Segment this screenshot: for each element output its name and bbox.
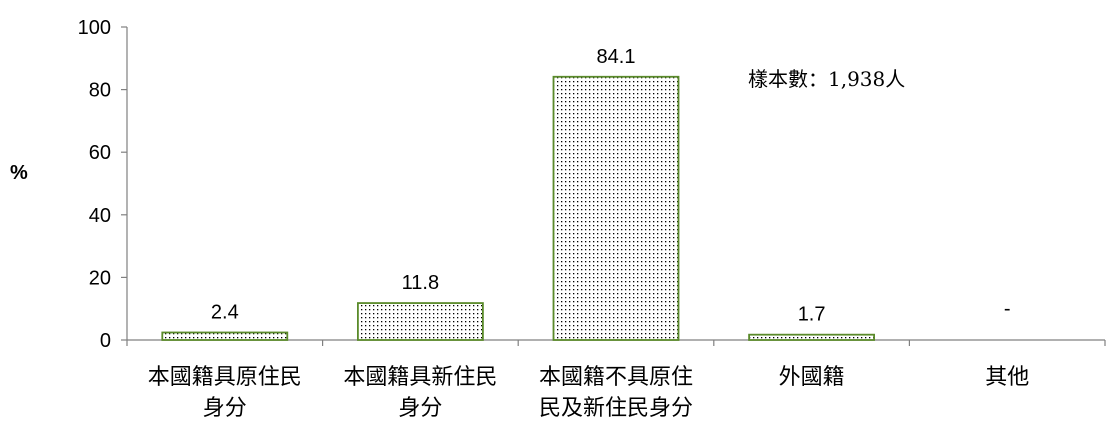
data-label: 11.8 (402, 272, 439, 294)
bar (552, 75, 680, 341)
y-tick-label: 100 (78, 17, 111, 39)
bar (161, 331, 289, 341)
category-label: 其他 (985, 365, 1029, 390)
category-label: 本國籍不具原住 (539, 365, 693, 390)
y-tick-label: 40 (89, 205, 111, 227)
data-label: 84.1 (597, 46, 636, 68)
axes: 0 20 40 60 80 100 (78, 17, 1106, 352)
category-label: 身分 (398, 396, 442, 421)
labels: 2.4本國籍具原住民身分11.8本國籍具新住民身分84.1本國籍不具原住民及新住… (148, 46, 1029, 421)
category-label: 本國籍具原住民 (148, 365, 302, 390)
category-label: 本國籍具新住民 (343, 365, 497, 390)
data-label: 1.7 (798, 304, 826, 326)
bar (748, 333, 875, 341)
y-tick-label: 60 (89, 142, 111, 164)
category-label: 身分 (203, 396, 247, 421)
category-label: 外國籍 (779, 365, 845, 390)
data-label: 2.4 (211, 301, 239, 323)
bars (161, 75, 875, 341)
category-label: 民及新住民身分 (539, 396, 693, 421)
sample-size-annotation: 樣本數：1,938人 (748, 67, 905, 91)
y-tick-label: 0 (100, 330, 111, 352)
bar (356, 302, 484, 341)
y-tick-label: 20 (89, 267, 111, 289)
data-label: - (1004, 298, 1011, 320)
y-tick-label: 80 (89, 80, 111, 102)
y-axis-label: % (10, 162, 28, 184)
